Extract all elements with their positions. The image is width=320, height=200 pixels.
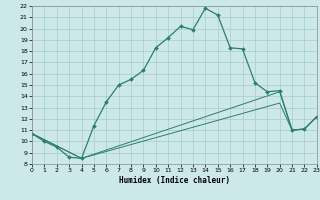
X-axis label: Humidex (Indice chaleur): Humidex (Indice chaleur) bbox=[119, 176, 230, 185]
